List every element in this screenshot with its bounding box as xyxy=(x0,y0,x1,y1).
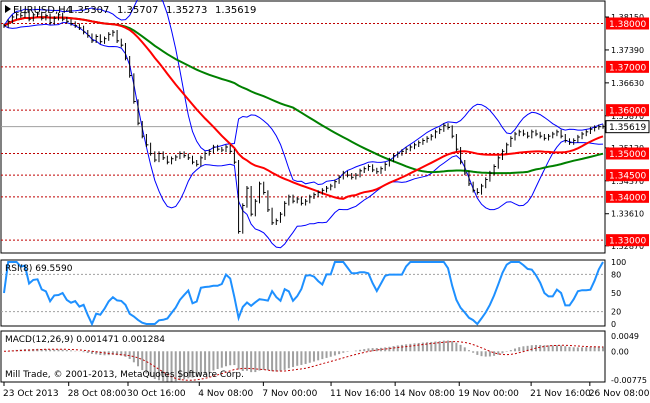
price-tick-label: 1.35870 xyxy=(611,112,644,121)
price-level-tag-label: 1.38000 xyxy=(609,20,646,30)
macd-label: MACD(12,26,9) 0.001471 0.001284 xyxy=(5,335,165,345)
macd-tick-label: -0.00775 xyxy=(611,376,647,385)
price-level-tag-label: 1.35000 xyxy=(609,150,646,160)
macd-signal-line xyxy=(3,341,604,381)
current-price-tag-label: 1.35619 xyxy=(609,123,646,133)
price-tick-label: 1.32870 xyxy=(611,242,644,251)
price-level-tag-label: 1.34000 xyxy=(609,193,646,203)
macd-tick-label: 0.0049 xyxy=(611,332,639,341)
rsi-axis[interactable]: 100 80 50 20 0 xyxy=(611,258,626,329)
bollinger-lower-line xyxy=(3,22,604,249)
header-close: 1.35619 xyxy=(215,5,256,16)
rsi-panel-frame xyxy=(0,259,606,327)
header-high: 1.35707 xyxy=(117,5,158,16)
price-panel[interactable]: EURUSD,H4 1.35307 1.35707 1.35273 1.3561… xyxy=(0,0,606,254)
rsi-tick-label: 80 xyxy=(611,270,621,279)
price-tick-label: 1.33610 xyxy=(611,210,644,219)
time-tick-label: 7 Nov 00:00 xyxy=(262,389,317,399)
price-series xyxy=(3,10,605,234)
macd-tick-label: 0.00 xyxy=(611,347,629,356)
price-level-tag-label: 1.37000 xyxy=(609,63,646,73)
price-tick-label: 1.37390 xyxy=(611,46,644,55)
current-price-tag xyxy=(605,120,650,134)
time-tick-label: 23 Oct 2013 xyxy=(3,389,59,399)
price-level-tag-label: 1.36000 xyxy=(609,107,646,117)
price-level-tag xyxy=(606,190,649,203)
price-level-tag xyxy=(606,147,649,160)
moving-averages xyxy=(3,16,604,200)
copyright-text: Mill Trade, © 2001-2013, MetaQuotes Soft… xyxy=(5,370,244,380)
time-tick-label: 4 Nov 08:00 xyxy=(198,389,253,399)
header-low: 1.35273 xyxy=(166,5,207,16)
time-axis[interactable]: 23 Oct 2013 28 Oct 08:00 30 Oct 16:00 4 Nov… xyxy=(1,381,650,399)
bollinger-upper-line xyxy=(3,0,604,186)
rsi-label: RSI(8) 69.5590 xyxy=(5,264,73,274)
time-tick-label: 19 Nov 00:00 xyxy=(458,389,519,399)
header-symbol: EURUSD,H4 xyxy=(13,5,72,16)
macd-panel[interactable]: MACD(12,26,9) 0.001471 0.001284 Mill Tra… xyxy=(0,330,606,383)
ma-fast-line xyxy=(3,16,604,200)
price-level-tag xyxy=(606,104,649,117)
time-tick-label: 21 Nov 16:00 xyxy=(530,389,591,399)
time-tick-label: 30 Oct 16:00 xyxy=(127,389,186,399)
header-open: 1.35307 xyxy=(68,5,109,16)
time-tick-label: 11 Nov 16:00 xyxy=(330,389,391,399)
macd-axis[interactable]: 0.0049 0.00 -0.00775 xyxy=(611,332,647,385)
price-level-tag xyxy=(606,60,649,73)
rsi-panel[interactable]: RSI(8) 69.5590 xyxy=(0,259,606,327)
price-header: EURUSD,H4 1.35307 1.35707 1.35273 1.3561… xyxy=(5,5,256,16)
price-level-tag-label: 1.33000 xyxy=(609,237,646,247)
time-tick-label: 28 Oct 08:00 xyxy=(68,389,127,399)
symbol-marker-icon xyxy=(5,5,11,13)
price-tick-label: 1.34370 xyxy=(611,177,644,186)
rsi-tick-label: 0 xyxy=(611,320,616,329)
rsi-series xyxy=(1,261,605,327)
price-level-tag xyxy=(606,17,649,30)
price-axis[interactable]: 1.381501.373901.366301.358701.351301.343… xyxy=(605,13,650,251)
price-level-tag xyxy=(606,234,649,247)
price-level-tag xyxy=(606,169,649,182)
time-tick-label: 14 Nov 08:00 xyxy=(394,389,455,399)
rsi-line xyxy=(3,261,604,327)
bollinger-bands xyxy=(3,0,604,249)
time-tick-label: 26 Nov 08:00 xyxy=(589,389,650,399)
rsi-tick-label: 50 xyxy=(611,289,621,298)
price-level-tag-label: 1.34500 xyxy=(609,172,646,182)
price-tick-label: 1.36630 xyxy=(611,79,644,88)
rsi-tick-label: 20 xyxy=(611,308,621,317)
macd-series xyxy=(3,340,604,382)
rsi-tick-label: 100 xyxy=(611,258,626,267)
